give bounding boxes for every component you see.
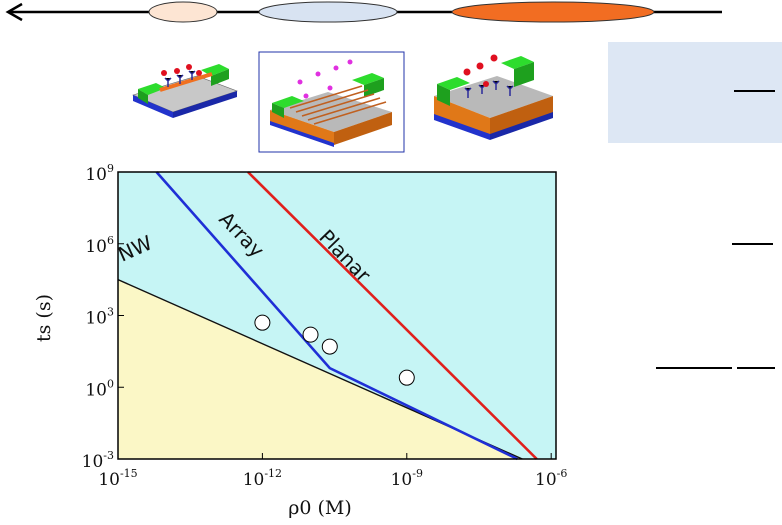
side-panel bbox=[608, 42, 782, 369]
y-tick-label-1: 106 bbox=[85, 234, 114, 257]
series-layer bbox=[117, 171, 538, 461]
ticks-layer: 10-15 10-12 10-9 10-6 109 106 103 100 10-3 bbox=[82, 162, 568, 490]
series-line-planar bbox=[247, 171, 538, 460]
x-tick-label-2: 10-9 bbox=[391, 467, 423, 490]
x-tick-label-0: 10-15 bbox=[98, 467, 137, 490]
oval-orange bbox=[451, 1, 655, 23]
data-point-0 bbox=[254, 314, 271, 331]
data-point-2 bbox=[321, 338, 338, 355]
oval-peach bbox=[148, 1, 218, 23]
x-tick-label-3: 10-6 bbox=[535, 467, 567, 490]
arrow-left-icon bbox=[5, 2, 23, 22]
planar-sensor-icon bbox=[434, 54, 553, 140]
top-bar bbox=[5, 1, 722, 23]
x-axis-label: ρ0 (M) bbox=[288, 497, 352, 519]
x-tick-label-1: 10-12 bbox=[243, 467, 282, 490]
series-line-array bbox=[155, 171, 519, 461]
y-tick-label-3: 100 bbox=[85, 377, 114, 400]
y-tick-label-2: 103 bbox=[85, 306, 114, 329]
side-panel-box bbox=[608, 42, 782, 143]
y-axis-label: ts (s) bbox=[33, 294, 55, 342]
y-tick-label-0: 109 bbox=[85, 162, 114, 185]
array-sensor-icon bbox=[258, 51, 405, 153]
points-layer bbox=[254, 314, 415, 386]
oval-lightblue bbox=[258, 1, 398, 23]
nanowire-sensor-icon bbox=[132, 64, 238, 118]
data-point-1 bbox=[302, 326, 319, 343]
y-tick-label-4: 10-3 bbox=[82, 449, 114, 472]
data-point-3 bbox=[398, 369, 415, 386]
